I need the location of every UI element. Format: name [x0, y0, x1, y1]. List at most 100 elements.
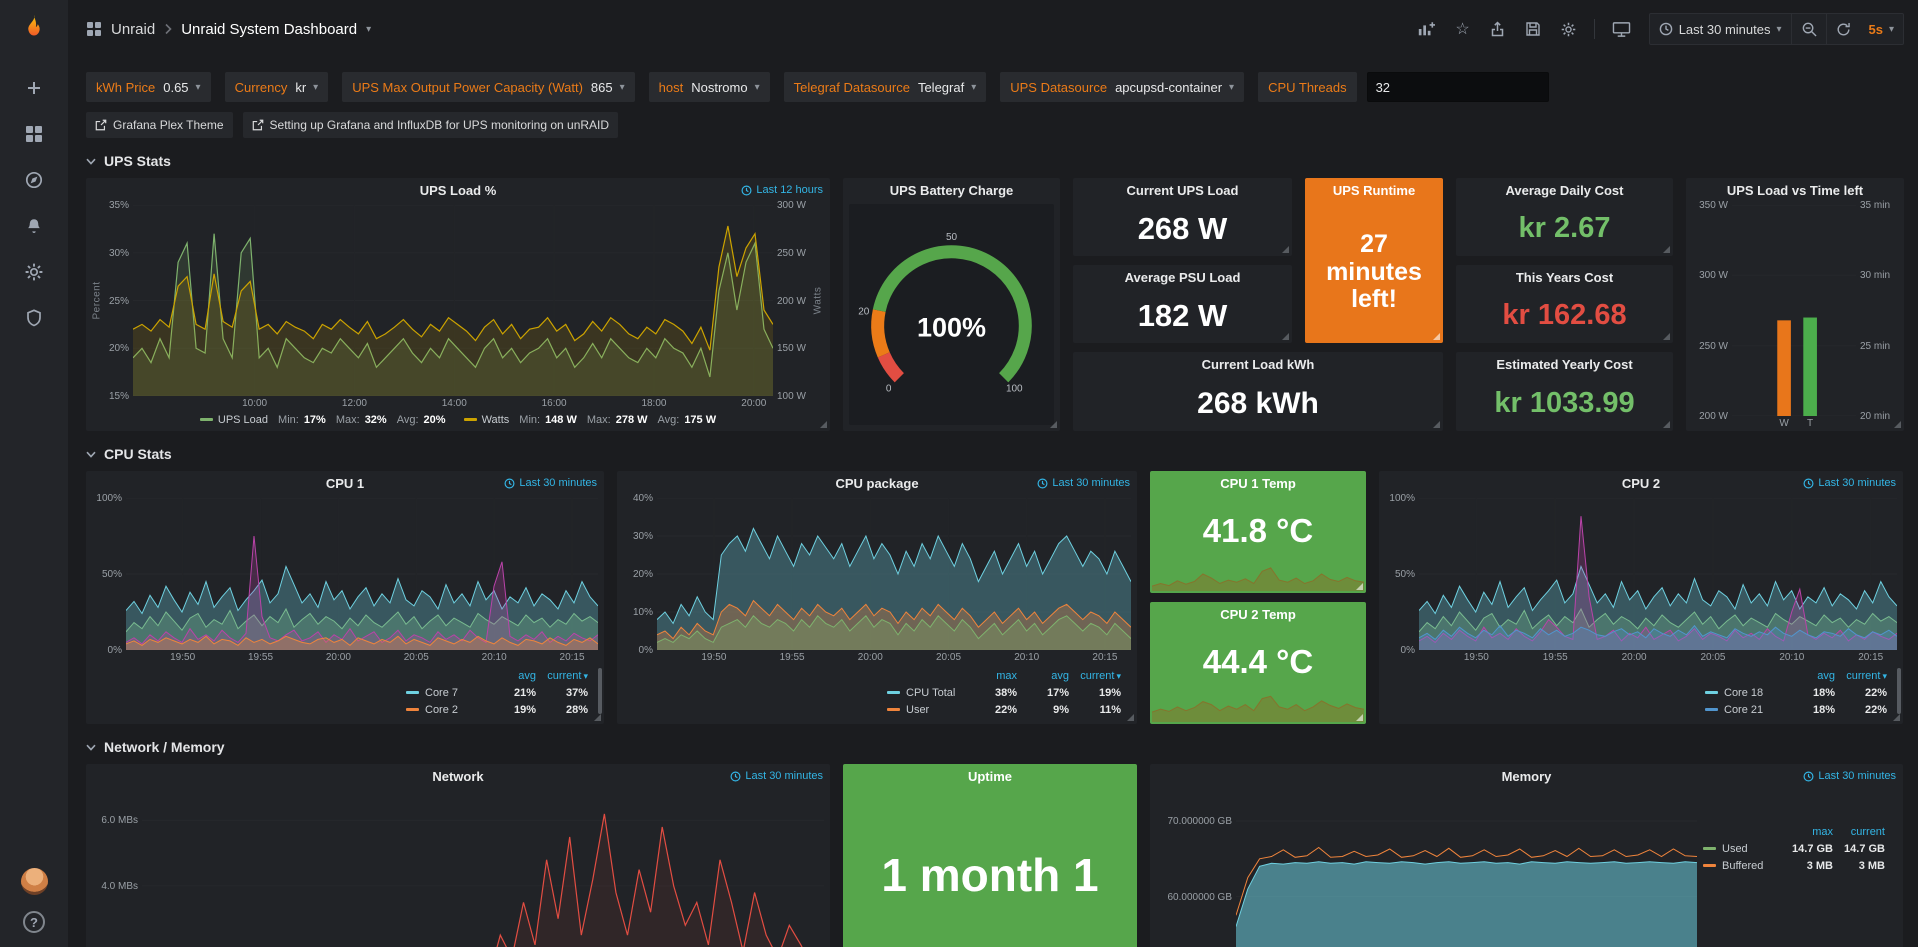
- legend-series-name[interactable]: CPU Total: [906, 686, 956, 699]
- alerting-icon[interactable]: [10, 203, 58, 249]
- panel-title[interactable]: CPU package Last 30 minutes: [617, 471, 1137, 495]
- resize-handle[interactable]: [1893, 714, 1900, 721]
- panel-this-years-cost: This Years Cost kr 162.68: [1456, 265, 1673, 343]
- external-link-icon: [95, 119, 107, 131]
- panel-title[interactable]: Network Last 30 minutes: [86, 764, 830, 788]
- help-icon[interactable]: ?: [23, 911, 45, 933]
- panel-title[interactable]: UPS Load vs Time left: [1726, 182, 1864, 198]
- dashboards-icon[interactable]: [10, 111, 58, 157]
- legend-series-name[interactable]: Core 2: [425, 703, 459, 716]
- legend-series-name[interactable]: UPS Load: [217, 413, 269, 426]
- legend-series-name[interactable]: Used: [1722, 842, 1748, 855]
- cpu-package-chart[interactable]: [657, 498, 1131, 650]
- save-button[interactable]: [1516, 13, 1550, 45]
- chevron-down-icon[interactable]: ▾: [366, 23, 372, 35]
- panel-title[interactable]: Average Daily Cost: [1505, 182, 1624, 198]
- legend-series-name[interactable]: Buffered: [1722, 859, 1764, 872]
- dashboard-title[interactable]: Unraid System Dashboard: [181, 20, 358, 38]
- explore-icon[interactable]: [10, 157, 58, 203]
- row-header-ups-stats[interactable]: UPS Stats: [68, 138, 1918, 176]
- cpu1-chart[interactable]: [126, 498, 598, 650]
- resize-handle[interactable]: [1282, 333, 1289, 340]
- series-color: [463, 418, 477, 421]
- panel-title[interactable]: UPS Battery Charge: [889, 182, 1014, 198]
- variable-host[interactable]: host Nostromo ▾: [648, 72, 770, 102]
- panel-title[interactable]: This Years Cost: [1515, 269, 1614, 285]
- resize-handle[interactable]: [1663, 246, 1670, 253]
- breadcrumb-folder[interactable]: Unraid: [111, 20, 156, 38]
- variable-currency[interactable]: Currency kr ▾: [224, 72, 329, 102]
- panel-title[interactable]: CPU 1 Temp: [1220, 475, 1296, 491]
- panel-title[interactable]: Memory Last 30 minutes: [1150, 764, 1903, 788]
- battery-gauge[interactable]: 100% 0 20 50 100: [849, 204, 1054, 425]
- variable-ups-datasource[interactable]: UPS Datasource apcupsd-container ▾: [1000, 72, 1245, 102]
- memory-chart[interactable]: [1236, 791, 1697, 947]
- series-color: [1705, 691, 1718, 694]
- panel-title[interactable]: CPU 2 Last 30 minutes: [1379, 471, 1903, 495]
- cycle-view-mode-button[interactable]: [1603, 13, 1640, 45]
- variable-cpu-threads: CPU Threads: [1258, 72, 1549, 102]
- resize-handle[interactable]: [1282, 246, 1289, 253]
- resize-handle[interactable]: [1663, 333, 1670, 340]
- user-avatar[interactable]: [20, 868, 48, 895]
- panel-ups-battery-charge: UPS Battery Charge 100% 0 20 50 100: [843, 178, 1060, 431]
- panel-title[interactable]: CPU 2 Temp: [1220, 606, 1296, 622]
- panel-title[interactable]: Estimated Yearly Cost: [1496, 356, 1633, 372]
- panel-title[interactable]: Uptime: [967, 768, 1013, 784]
- chevron-down-icon: [86, 158, 96, 165]
- variable-kwh-price[interactable]: kWh Price 0.65 ▾: [86, 72, 211, 102]
- star-button[interactable]: ☆: [1455, 21, 1470, 38]
- panel-title[interactable]: Average PSU Load: [1124, 269, 1241, 285]
- resize-handle[interactable]: [820, 421, 827, 428]
- resize-handle[interactable]: [1433, 421, 1440, 428]
- refresh-interval-button[interactable]: 5s ▾: [1868, 21, 1895, 37]
- panel-current-load-kwh: Current Load kWh 268 kWh: [1073, 352, 1443, 431]
- resize-handle[interactable]: [1894, 421, 1901, 428]
- legend-scrollbar[interactable]: [1897, 668, 1901, 714]
- create-icon[interactable]: [10, 65, 58, 111]
- panel-title[interactable]: Current UPS Load: [1126, 182, 1239, 198]
- resize-handle[interactable]: [1663, 421, 1670, 428]
- link-ups-monitoring-guide[interactable]: Setting up Grafana and InfluxDB for UPS …: [242, 112, 619, 138]
- ups-bar-chart[interactable]: [1732, 205, 1856, 416]
- grafana-logo-icon[interactable]: [19, 13, 49, 43]
- dashboard-settings-button[interactable]: [1551, 13, 1586, 45]
- refresh-button[interactable]: [1827, 14, 1860, 44]
- network-chart[interactable]: [142, 791, 824, 947]
- panel-title[interactable]: CPU 1 Last 30 minutes: [86, 471, 604, 495]
- legend-series-name[interactable]: Core 7: [425, 686, 459, 699]
- panel-title[interactable]: Current Load kWh: [1201, 356, 1315, 372]
- folder-grid-icon[interactable]: [86, 21, 102, 37]
- legend-scrollbar[interactable]: [598, 668, 602, 714]
- row-header-cpu-stats[interactable]: CPU Stats: [68, 431, 1918, 469]
- zoom-out-button[interactable]: [1792, 14, 1826, 44]
- resize-handle[interactable]: [1050, 421, 1057, 428]
- time-override: Last 30 minutes: [1803, 471, 1896, 495]
- legend-series-name[interactable]: Core 21: [1724, 703, 1764, 716]
- variable-telegraf-datasource[interactable]: Telegraf Datasource Telegraf ▾: [783, 72, 987, 102]
- link-grafana-plex-theme[interactable]: Grafana Plex Theme: [86, 112, 233, 138]
- resize-handle[interactable]: [1356, 583, 1363, 590]
- share-button[interactable]: [1480, 13, 1515, 45]
- resize-handle[interactable]: [1127, 714, 1134, 721]
- variable-ups-max-output[interactable]: UPS Max Output Power Capacity (Watt) 865…: [342, 72, 635, 102]
- time-range-button[interactable]: Last 30 minutes ▾: [1650, 14, 1791, 44]
- panel-title[interactable]: UPS Load % Last 12 hours: [86, 178, 830, 202]
- legend-series-name[interactable]: Core 18: [1724, 686, 1764, 699]
- row-header-network-memory[interactable]: Network / Memory: [68, 724, 1918, 762]
- panel-title[interactable]: UPS Runtime: [1332, 182, 1416, 198]
- cpu-threads-input[interactable]: [1366, 72, 1549, 102]
- resize-handle[interactable]: [1433, 333, 1440, 340]
- resize-handle[interactable]: [1356, 714, 1363, 721]
- server-admin-icon[interactable]: [10, 295, 58, 341]
- legend-series-name[interactable]: Watts: [481, 413, 510, 426]
- resize-handle[interactable]: [594, 714, 601, 721]
- legend: UPS Load Min: 17% Max: 32% Avg: 20% Watts M…: [86, 411, 830, 431]
- ups-load-chart[interactable]: [133, 205, 773, 396]
- legend-series-name[interactable]: User: [906, 703, 930, 716]
- configuration-icon[interactable]: [10, 249, 58, 295]
- cpu2-chart[interactable]: [1419, 498, 1897, 650]
- y-axis-right: 300 W 250 W 200 W 150 W 100 W: [777, 200, 806, 402]
- add-panel-button[interactable]: [1407, 13, 1445, 45]
